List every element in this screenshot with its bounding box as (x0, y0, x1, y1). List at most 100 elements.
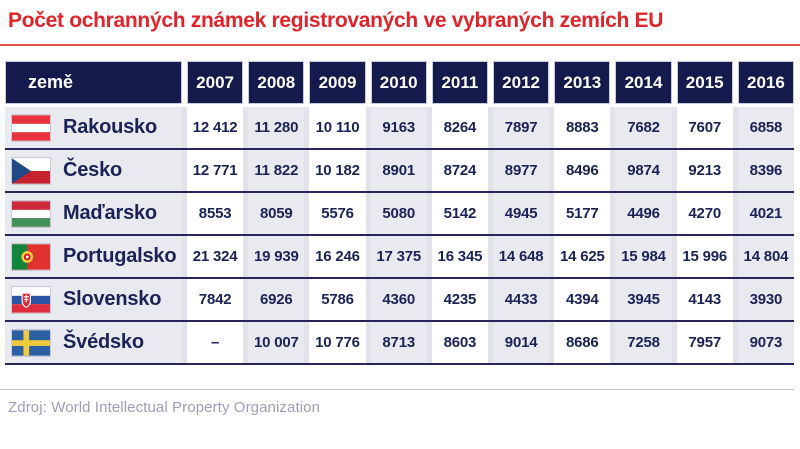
value-cell: 14 804 (737, 236, 794, 277)
value-cell: 5786 (309, 279, 366, 320)
value-cell: 4270 (676, 193, 733, 234)
year-header-2009: 2009 (309, 61, 366, 104)
value-cell: 8059 (248, 193, 305, 234)
country-cell: Rakousko (5, 107, 182, 148)
table-row: Česko 12 771 11 822 10 182 8901 8724 8977 8496 9… (5, 150, 794, 193)
value-cell: 7957 (676, 322, 733, 363)
value-cell: 4496 (615, 193, 672, 234)
value-cell: 8396 (737, 150, 794, 191)
czechia-flag-icon (12, 157, 50, 184)
source-credit: Zdroj: World Intellectual Property Organ… (8, 399, 321, 416)
sweden-flag-icon (12, 329, 50, 356)
value-cell: 7897 (493, 107, 550, 148)
value-cell: 9073 (737, 322, 794, 363)
value-cell: 10 007 (248, 322, 305, 363)
value-cell: 6926 (248, 279, 305, 320)
value-cell: 7842 (187, 279, 244, 320)
value-cell: 10 776 (309, 322, 366, 363)
country-name: Slovensko (63, 288, 162, 310)
title-divider-line (0, 44, 800, 46)
table-row: Maďarsko 8553 8059 5576 5080 5142 4945 5177 4496… (5, 193, 794, 236)
value-cell: 14 648 (493, 236, 550, 277)
value-cell: 10 110 (309, 107, 366, 148)
value-cell: 4945 (493, 193, 550, 234)
value-cell: 7682 (615, 107, 672, 148)
country-column-header: země (5, 61, 182, 104)
country-name: Maďarsko (63, 202, 157, 224)
table-row: Švédsko –10 007 10 776 8713 8603 9014 8686 7258… (5, 322, 794, 365)
value-cell: 9163 (370, 107, 427, 148)
country-cell: Portugalsko (5, 236, 182, 277)
slovakia-flag-icon (12, 286, 50, 313)
trademark-table: země 2007 2008 2009 2010 2011 2012 2013 2014 201… (5, 61, 794, 365)
value-cell: 3945 (615, 279, 672, 320)
austria-flag-icon (12, 114, 50, 141)
value-cell: 21 324 (187, 236, 244, 277)
value-cell: 8264 (431, 107, 488, 148)
value-cell: 8553 (187, 193, 244, 234)
value-cell: 7258 (615, 322, 672, 363)
country-name: Portugalsko (63, 245, 177, 267)
year-header-2016: 2016 (737, 61, 794, 104)
value-cell: 9874 (615, 150, 672, 191)
page-title: Počet ochranných známek registrovaných v… (8, 9, 664, 32)
value-cell: 5576 (309, 193, 366, 234)
value-cell: 19 939 (248, 236, 305, 277)
year-header-2007: 2007 (187, 61, 244, 104)
value-cell: 8883 (554, 107, 611, 148)
portugal-flag-icon (12, 243, 50, 270)
value-cell: 7607 (676, 107, 733, 148)
value-cell: 9014 (493, 322, 550, 363)
country-name: Rakousko (63, 116, 157, 138)
value-cell: 9213 (676, 150, 733, 191)
value-cell: 12 412 (187, 107, 244, 148)
year-header-2008: 2008 (248, 61, 305, 104)
year-header-2012: 2012 (493, 61, 550, 104)
value-cell: 4021 (737, 193, 794, 234)
value-cell: 5080 (370, 193, 427, 234)
value-cell: 15 996 (676, 236, 733, 277)
year-header-2011: 2011 (431, 61, 488, 104)
value-cell: 15 984 (615, 236, 672, 277)
value-cell: – (187, 322, 244, 363)
value-cell: 12 771 (187, 150, 244, 191)
value-cell: 8724 (431, 150, 488, 191)
value-cell: 16 246 (309, 236, 366, 277)
value-cell: 8686 (554, 322, 611, 363)
country-name: Švédsko (63, 331, 144, 353)
value-cell: 8603 (431, 322, 488, 363)
table-row: Slovensko 7842 6926 5786 4360 4235 4433 4394 394… (5, 279, 794, 322)
table-row: Rakousko 12 412 11 280 10 110 9163 8264 7897 88… (5, 107, 794, 150)
year-header-2010: 2010 (370, 61, 427, 104)
value-cell: 11 280 (248, 107, 305, 148)
value-cell: 14 625 (554, 236, 611, 277)
value-cell: 11 822 (248, 150, 305, 191)
year-header-2014: 2014 (615, 61, 672, 104)
table-body: Rakousko 12 412 11 280 10 110 9163 8264 7897 88… (5, 107, 794, 365)
country-cell: Slovensko (5, 279, 182, 320)
value-cell: 4433 (493, 279, 550, 320)
country-name: Česko (63, 159, 123, 181)
value-cell: 8901 (370, 150, 427, 191)
value-cell: 8977 (493, 150, 550, 191)
value-cell: 10 182 (309, 150, 366, 191)
value-cell: 8496 (554, 150, 611, 191)
hungary-flag-icon (12, 200, 50, 227)
value-cell: 6858 (737, 107, 794, 148)
value-cell: 16 345 (431, 236, 488, 277)
value-cell: 3930 (737, 279, 794, 320)
value-cell: 4394 (554, 279, 611, 320)
country-cell: Švédsko (5, 322, 182, 363)
value-cell: 4360 (370, 279, 427, 320)
table-header-row: země 2007 2008 2009 2010 2011 2012 2013 2014 201… (5, 61, 794, 104)
value-cell: 4143 (676, 279, 733, 320)
value-cell: 17 375 (370, 236, 427, 277)
year-header-2013: 2013 (554, 61, 611, 104)
source-divider-line (0, 389, 794, 390)
value-cell: 8713 (370, 322, 427, 363)
value-cell: 4235 (431, 279, 488, 320)
value-cell: 5177 (554, 193, 611, 234)
value-cell: 5142 (431, 193, 488, 234)
year-header-2015: 2015 (676, 61, 733, 104)
